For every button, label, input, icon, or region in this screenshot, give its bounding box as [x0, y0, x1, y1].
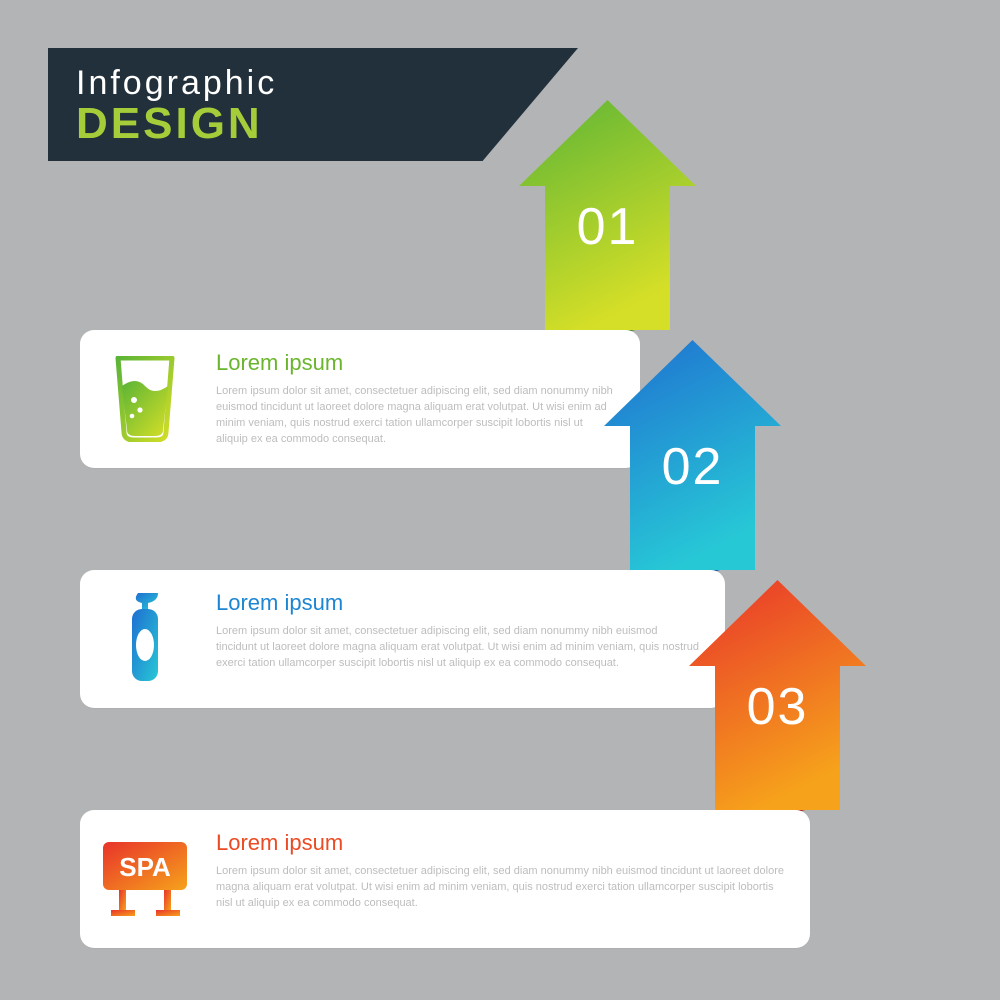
svg-text:SPA: SPA	[119, 852, 171, 882]
infographic-stage: Infographic DESIGN 01 Lorem ipsum Lore	[0, 0, 1000, 1000]
info-card-02: Lorem ipsum Lorem ipsum dolor sit amet, …	[80, 570, 725, 708]
spray-bottle-icon	[80, 570, 210, 708]
card-body-01: Lorem ipsum Lorem ipsum dolor sit amet, …	[210, 330, 640, 468]
card-title-03: Lorem ipsum	[216, 830, 786, 856]
card-text-01: Lorem ipsum dolor sit amet, consectetuer…	[216, 384, 616, 448]
info-card-01: Lorem ipsum Lorem ipsum dolor sit amet, …	[80, 330, 640, 468]
spa-sign-icon: SPA	[80, 810, 210, 948]
header-banner: Infographic DESIGN	[48, 48, 578, 161]
card-text-03: Lorem ipsum dolor sit amet, consectetuer…	[216, 864, 786, 912]
glass-water-icon	[80, 330, 210, 468]
card-body-03: Lorem ipsum Lorem ipsum dolor sit amet, …	[210, 810, 810, 948]
card-title-01: Lorem ipsum	[216, 350, 616, 376]
header-line-2: DESIGN	[76, 102, 550, 146]
card-body-02: Lorem ipsum Lorem ipsum dolor sit amet, …	[210, 570, 725, 708]
card-title-02: Lorem ipsum	[216, 590, 701, 616]
header-line-1: Infographic	[76, 66, 550, 100]
info-card-03: SPA Lorem ipsum Lorem ipsum dolor sit am…	[80, 810, 810, 948]
card-text-02: Lorem ipsum dolor sit amet, consectetuer…	[216, 624, 701, 672]
